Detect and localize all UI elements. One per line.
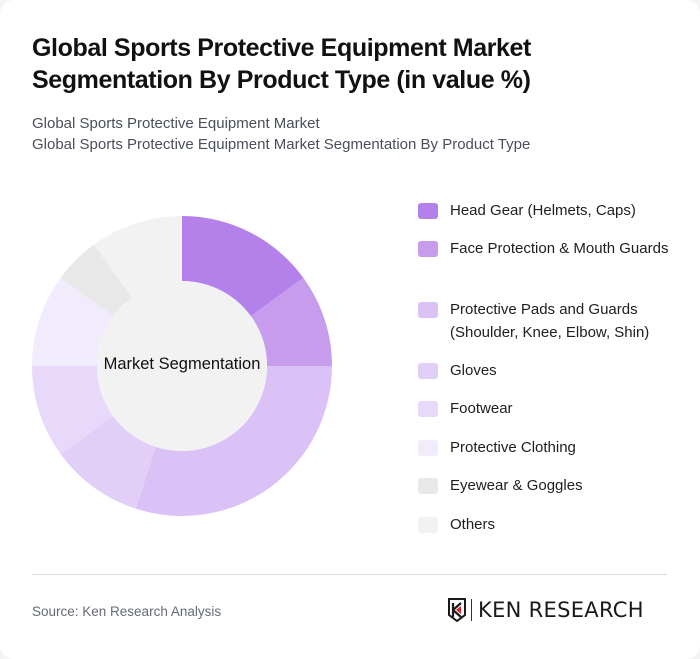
legend-item-protective-clothing: Protective Clothing — [418, 436, 670, 459]
legend-label: Protective Clothing — [450, 439, 576, 456]
donut-segment — [32, 366, 114, 455]
legend-label: Footwear — [450, 400, 513, 417]
subtitle: Global Sports Protective Equipment Marke… — [32, 113, 530, 155]
legend-item-others: Others — [418, 513, 670, 536]
page-title: Global Sports Protective Equipment Marke… — [32, 34, 531, 94]
legend-swatch — [418, 517, 438, 533]
legend-item-footwear: Footwear — [418, 397, 670, 420]
legend-item-protective-pads: Protective Pads and Guards (Shoulder, Kn… — [418, 298, 670, 344]
donut-segment — [32, 277, 114, 366]
donut-chart — [32, 216, 332, 516]
legend-item-head-gear: Head Gear (Helmets, Caps) — [418, 199, 670, 222]
ken-research-logo: KEN RESEARCH — [447, 598, 644, 622]
source-text: Source: Ken Research Analysis — [32, 604, 222, 619]
legend-item-eyewear: Eyewear & Goggles — [418, 474, 670, 497]
subtitle-line-1: Global Sports Protective Equipment Marke… — [32, 115, 320, 132]
logo-text: KEN RESEARCH — [478, 598, 644, 622]
legend-item-gloves: Gloves — [418, 359, 670, 382]
legend-swatch — [418, 401, 438, 417]
donut-segment — [182, 216, 304, 317]
ken-research-logo-icon — [448, 598, 466, 622]
legend-swatch — [418, 203, 438, 219]
donut-segment — [93, 216, 182, 298]
legend-swatch — [418, 363, 438, 379]
donut-segment — [250, 277, 332, 366]
legend-label: Eyewear & Goggles — [450, 477, 583, 494]
donut-segment — [135, 366, 332, 516]
footer-divider — [32, 574, 667, 575]
legend-label: Others — [450, 516, 496, 533]
donut-segment — [60, 244, 133, 317]
legend-swatch — [418, 478, 438, 494]
legend-item-face-protection: Face Protection & Mouth Guards — [418, 237, 670, 260]
legend-label: Head Gear (Helmets, Caps) — [450, 202, 636, 219]
donut-segment — [60, 415, 156, 509]
legend-label: Face Protection & Mouth Guards — [450, 240, 669, 257]
subtitle-line-2: Global Sports Protective Equipment Marke… — [32, 136, 531, 153]
donut-hole — [97, 281, 267, 451]
legend-swatch — [418, 241, 438, 257]
legend-label: Gloves — [450, 362, 497, 379]
donut-center-label: Market Segmentation — [103, 355, 261, 373]
legend-swatch — [418, 302, 438, 318]
legend-label: Protective Pads and Guards (Shoulder, Kn… — [450, 301, 650, 341]
logo-separator — [471, 599, 472, 621]
legend-swatch — [418, 440, 438, 456]
